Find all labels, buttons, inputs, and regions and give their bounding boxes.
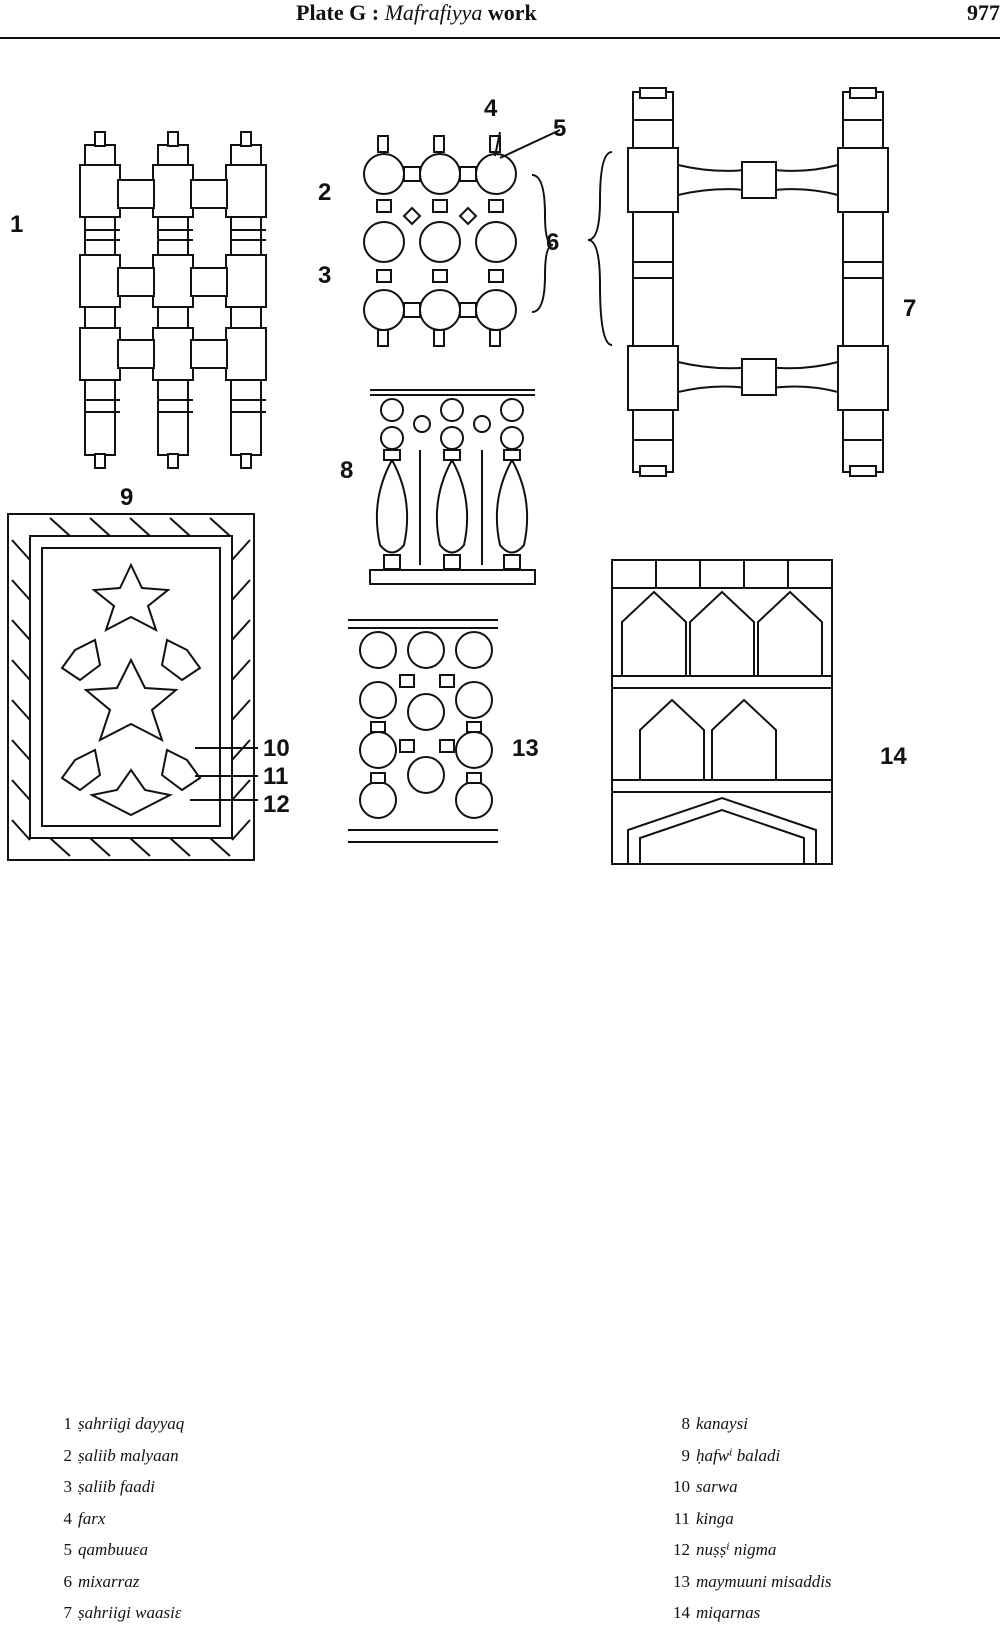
figure-13-hexagonal-lattice xyxy=(348,619,498,843)
legend-item: 1 ṣahriigi dayyaq xyxy=(63,1414,185,1433)
fig-label-11: 11 xyxy=(263,763,288,790)
legend-item: 10 sarwa xyxy=(673,1477,738,1496)
fig-label-8: 8 xyxy=(340,457,353,484)
fig-label-13: 13 xyxy=(512,735,539,762)
fig-label-6: 6 xyxy=(546,229,559,256)
figure-9-star-panel xyxy=(7,513,258,861)
plate-illustrations: 1 2 3 4 5 6 7 8 9 10 11 12 13 14 xyxy=(7,87,916,865)
fig-label-9: 9 xyxy=(120,484,133,511)
legend-item: 5 qambuuɛa xyxy=(63,1540,148,1559)
legend-item: 3 ṣaliib faadi xyxy=(63,1477,155,1496)
plate-suffix: work xyxy=(487,0,537,25)
figure-2-6-round-lattice xyxy=(363,129,561,347)
legend-item: 11 kinga xyxy=(673,1508,734,1528)
fig-label-4: 4 xyxy=(484,95,498,122)
fig-label-14: 14 xyxy=(880,743,907,770)
legend-item: 14 miqarnas xyxy=(673,1603,761,1622)
legend-right-column: 8 kanaysi 9 ḥafwⁱ baladi 10 sarwa 11 kinga 1… xyxy=(668,1408,832,1629)
figure-7-wide-lattice xyxy=(587,87,889,477)
page-number: 977 xyxy=(967,0,1000,25)
figure-8-balusters xyxy=(369,389,536,585)
fig-label-10: 10 xyxy=(263,735,290,762)
plate-prefix: Plate G : xyxy=(296,0,380,25)
fig-label-7: 7 xyxy=(903,295,916,322)
legend-item: 2 ṣaliib malyaan xyxy=(63,1445,179,1465)
legend-item: 8 kanaysi xyxy=(681,1414,748,1433)
legend-item: 4 farx xyxy=(63,1508,106,1528)
legend-item: 6 mixarraz xyxy=(63,1571,140,1591)
fig-label-12: 12 xyxy=(263,791,290,818)
figure-1-lattice xyxy=(79,131,267,469)
page-header: Plate G : Mafrafiyya work 977 xyxy=(0,0,1000,36)
fig-label-3: 3 xyxy=(318,262,331,289)
fig-label-2: 2 xyxy=(318,179,331,206)
legend-item: 12 nuṣṣⁱ nigma xyxy=(673,1540,777,1559)
fig-label-5: 5 xyxy=(553,115,566,142)
plate-title-italic: Mafrafiyya xyxy=(384,0,483,25)
legend-item: 7 ṣahriigi waasiɛ xyxy=(63,1603,182,1622)
legend-left-column: 1 ṣahriigi dayyaq 2 ṣaliib malyaan 3 ṣaliib… xyxy=(50,1408,185,1629)
legend-item: 13 maymuuni misaddis xyxy=(673,1571,832,1591)
legend-item: 9 ḥafwⁱ baladi xyxy=(681,1445,781,1465)
header-rule xyxy=(0,37,1000,39)
fig-label-1: 1 xyxy=(10,211,23,238)
figure-14-miqarnas xyxy=(611,559,833,865)
plate-title: Plate G : Mafrafiyya work xyxy=(296,0,537,26)
